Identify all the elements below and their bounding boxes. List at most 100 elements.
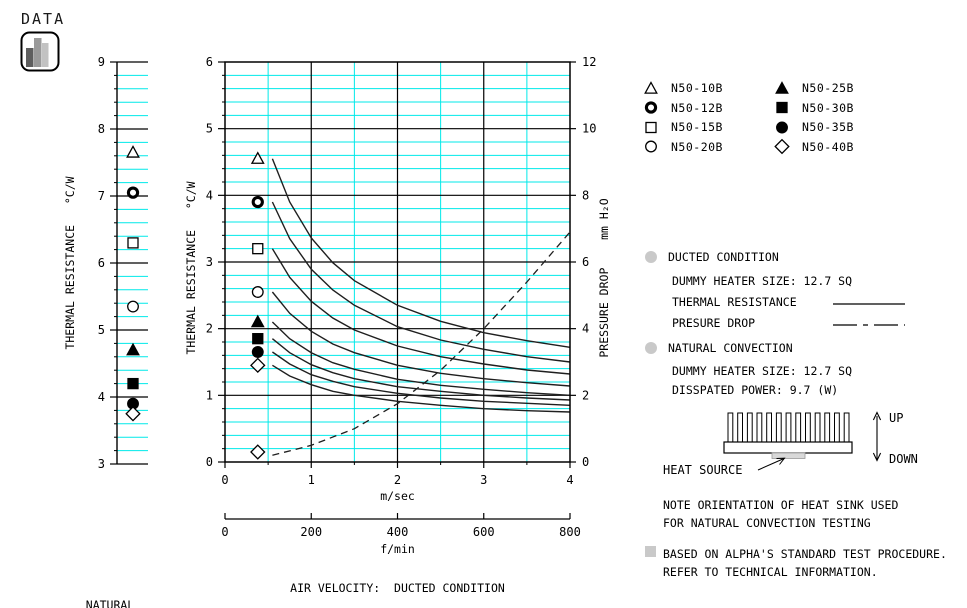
thermal-resistance-label: THERMAL RESISTANCE [672,295,797,309]
legend-label: N50-20B [671,139,723,154]
ducted-chart-caption: AIR VELOCITY: DUCTED CONDITION [290,581,505,595]
note-line: REFER TO TECHNICAL INFORMATION. [663,565,878,579]
curve-N50-30B [271,338,571,401]
triangle-open-icon [644,80,658,94]
svg-text:600: 600 [473,525,495,539]
svg-text:400: 400 [387,525,409,539]
svg-text:6: 6 [98,256,105,270]
annotation-line: THERMAL RESISTANCE [645,295,967,309]
legend-label: N50-25B [802,81,854,95]
annotation-line: DISSPATED POWER: 9.7 (W) [672,383,839,397]
curve-N50-40B [272,364,571,413]
svg-text:5: 5 [206,122,213,136]
svg-text:m/sec: m/sec [380,489,415,503]
series-legend: N50-10B N50-12B N50-15B N50-20B N50-25B N50-3… [640,79,960,163]
svg-text:1: 1 [308,473,315,487]
curve-N50-15B [271,248,571,375]
down-label: DOWN [889,452,918,466]
natural-convection-annotation: NATURAL CONVECTION DUMMY HEATER SIZE: 12… [645,341,967,397]
circle-bold-icon [644,101,658,114]
svg-text:6: 6 [206,55,213,69]
caption-line: NATURAL [85,598,135,608]
annotation-heading: NATURAL CONVECTION [645,341,967,355]
diamond-open-marker [250,357,266,374]
svg-text:2: 2 [394,473,401,487]
legend-label: N50-15B [671,120,723,134]
svg-text:2: 2 [582,388,589,402]
circle-bold-marker [644,101,658,114]
legend-item: N50-10B [640,79,723,97]
solid-line-sample [833,303,905,305]
svg-text:12: 12 [582,55,596,69]
svg-text:200: 200 [300,525,322,539]
annotation-line: DUMMY HEATER SIZE: 12.7 SQ [672,364,853,378]
legend-item: N50-12B [640,99,723,117]
svg-text:4: 4 [98,390,105,404]
curve-N50-35B [272,351,571,406]
svg-text:f/min: f/min [380,542,415,556]
circle-open-marker [645,140,657,153]
svg-text:4: 4 [566,473,573,487]
square-open-marker [252,243,264,255]
curve-N50-12B [271,201,571,363]
ducted-grid [222,62,570,462]
legend-label: N50-30B [802,100,854,115]
square-open-marker [645,121,657,133]
natural-markers [125,145,141,422]
diamond-open-marker [250,444,266,460]
diamond-open-marker [125,406,141,422]
dash-dot-line-sample [833,324,905,326]
svg-text:5: 5 [98,323,105,337]
triangle-open-marker [644,80,658,94]
annotation-line: DUMMY HEATER SIZE: 12.7 SQ [672,274,853,288]
svg-text:4: 4 [582,322,589,336]
triangle-filled-marker [126,342,140,356]
square-open-icon [645,121,657,133]
gray-bullet-icon [645,251,657,263]
svg-text:0: 0 [206,455,213,469]
triangle-filled-marker [775,80,789,94]
svg-text:0: 0 [221,525,228,539]
circle-filled-marker [776,121,788,133]
svg-text:THERMAL RESISTANCE °C/W: THERMAL RESISTANCE °C/W [184,181,198,354]
circle-open-marker [127,300,139,313]
svg-text:3: 3 [206,255,213,269]
note-line: FOR NATURAL CONVECTION TESTING [663,516,871,530]
svg-text:8: 8 [98,122,105,136]
pressure-drop-label: PRESURE DROP [672,316,756,330]
legend-item: N50-25B [771,79,854,97]
ducted-condition-annotation: DUCTED CONDITION DUMMY HEATER SIZE: 12.7… [645,250,967,330]
triangle-open-marker [126,145,140,158]
circle-bold-marker [126,186,140,199]
bar-chart-icon [20,31,60,72]
pressure-drop-curve [272,231,571,456]
svg-text:3: 3 [98,457,105,471]
note-line: NOTE ORIENTATION OF HEAT SINK USED [663,498,899,512]
svg-text:800: 800 [559,525,581,539]
legend-item: N50-30B [771,99,854,117]
svg-text:6: 6 [582,255,589,269]
svg-text:THERMAL RESISTANCE °C/W: THERMAL RESISTANCE °C/W [63,176,77,349]
svg-text:9: 9 [98,55,105,69]
square-filled-marker [776,101,788,114]
heat-sink-fins [727,412,850,443]
up-label: UP [889,411,903,425]
annotation-heading-label: NATURAL CONVECTION [668,341,793,355]
triangle-open-marker [250,151,265,164]
square-filled-icon [776,101,788,114]
svg-text:PRESSURE DROP mm H₂O: PRESSURE DROP mm H₂O [597,198,611,357]
circle-filled-marker [251,346,264,358]
svg-text:3: 3 [480,473,487,487]
svg-text:10: 10 [582,122,596,136]
curve-N50-20B [271,291,571,387]
page-title: DATA [21,10,66,28]
square-open-marker [127,237,139,249]
ducted-markers [250,151,266,460]
diamond-open-marker [774,138,790,155]
annotation-heading-label: DUCTED CONDITION [668,250,779,264]
legend-label: N50-12B [671,100,723,115]
heat-source-label: HEAT SOURCE [663,463,742,477]
legend-label: N50-35B [802,120,854,134]
circle-filled-icon [776,121,788,133]
